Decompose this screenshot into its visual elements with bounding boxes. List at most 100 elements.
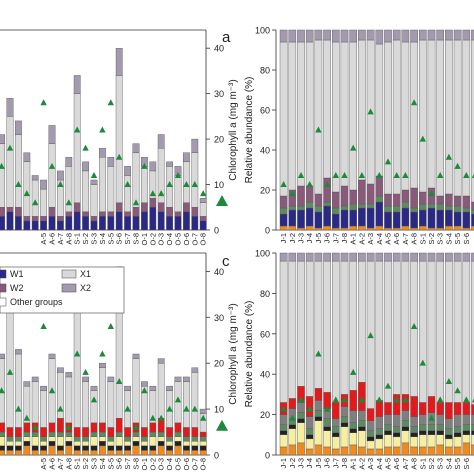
bar-segment-x2 xyxy=(332,29,340,43)
bar-segment-x2 xyxy=(23,381,31,387)
bar-segment-dark xyxy=(462,430,471,436)
x-tick-label: A-7 xyxy=(56,458,65,470)
bar-segment-orange xyxy=(82,450,90,456)
x-tick-label: S-4 xyxy=(444,233,453,245)
bar-segment-red xyxy=(48,422,56,433)
bar-segment-x2 xyxy=(419,29,427,41)
y2-tick-label: 10 xyxy=(214,180,224,190)
bar-segment-orange xyxy=(427,446,436,456)
bar-segment-x1 xyxy=(305,41,314,187)
bar-segment-w1 xyxy=(48,216,56,231)
x-tick-label: J-4 xyxy=(305,458,314,468)
bar-segment-orange xyxy=(65,445,73,456)
x-tick-label: S-6 xyxy=(115,458,124,470)
bar-segment-x1 xyxy=(436,260,445,403)
bar-segment-x1 xyxy=(279,41,288,197)
bar-segment-x1 xyxy=(191,152,199,208)
bar-segment-x1 xyxy=(90,184,98,217)
x-tick-label: A-1 xyxy=(349,458,358,470)
bar-segment-orange xyxy=(31,450,39,456)
bar-segment-x2 xyxy=(199,197,207,203)
bar-segment-dark xyxy=(288,424,297,429)
x-tick-label: A-3 xyxy=(366,233,375,245)
bar-segment-orange xyxy=(0,450,6,456)
x-tick-label: A-8 xyxy=(410,458,419,470)
bar-segment-dark xyxy=(375,434,384,440)
bar-segment-w2 xyxy=(419,191,427,205)
bar-segment-w2 xyxy=(445,193,453,207)
bar-segment-dark xyxy=(358,426,366,431)
bar-segment-w2 xyxy=(453,195,462,207)
bar-segment-w2 xyxy=(375,175,384,197)
bar-segment-x2 xyxy=(174,376,182,382)
bar-segment-gray xyxy=(462,414,471,425)
bar-segment-green xyxy=(279,207,288,215)
bar-segment-x1 xyxy=(305,260,314,397)
chlorophyll-marker xyxy=(323,181,331,188)
bar-segment-green xyxy=(149,431,157,437)
bar-segment-green xyxy=(98,431,106,437)
bar-segment-x1 xyxy=(98,367,106,424)
bar-segment-x2 xyxy=(140,381,148,387)
bar-segment-x2 xyxy=(427,252,436,262)
bar-segment-x2 xyxy=(462,252,471,262)
bar-segment-x1 xyxy=(132,152,140,208)
bar-segment-dark xyxy=(199,445,207,451)
bar-segment-x2 xyxy=(349,29,358,43)
bar-segment-gray xyxy=(419,414,427,425)
y-tick-label: 40 xyxy=(260,370,270,380)
x-tick-label: J-8 xyxy=(340,233,349,243)
bar-segment-x2 xyxy=(157,134,165,149)
bar-segment-green xyxy=(305,201,314,209)
bar-segment-x2 xyxy=(90,179,98,185)
x-tick-label: O-7 xyxy=(190,233,199,246)
bar-segment-yellow xyxy=(107,441,115,447)
y2-tick-label: 0 xyxy=(214,451,219,461)
bar-segment-orange xyxy=(392,227,401,231)
bar-segment-red xyxy=(166,427,173,437)
bar-segment-w1 xyxy=(0,216,6,231)
bar-segment-gray xyxy=(410,416,418,427)
bar-segment-yellow xyxy=(462,434,471,444)
bar-segment-orange xyxy=(166,450,173,456)
bar-segment-green xyxy=(471,424,474,431)
bar-segment-w1 xyxy=(436,209,445,229)
x-tick-label: S-2 xyxy=(427,458,436,470)
x-tick-label: O-4 xyxy=(165,233,174,246)
chlorophyll-marker xyxy=(323,405,331,412)
x-tick-label: A-2 xyxy=(357,233,366,245)
bar-segment-x1 xyxy=(14,353,22,428)
bar-segment-red xyxy=(98,422,106,433)
x-tick-label: O-6 xyxy=(182,233,191,246)
bar-segment-dark xyxy=(82,445,90,451)
bar-segment-gray xyxy=(297,402,305,413)
chlorophyll-marker xyxy=(132,423,140,430)
bar-segment-yellow xyxy=(115,436,123,447)
bar-segment-x2 xyxy=(124,385,132,391)
bar-segment-red xyxy=(375,400,384,417)
bar-segment-green xyxy=(323,201,331,207)
bar-segment-x1 xyxy=(332,41,340,193)
bar-segment-green xyxy=(157,431,165,437)
bar-segment-orange xyxy=(436,227,445,231)
bar-segment-red xyxy=(82,427,90,437)
y-tick-label: 0 xyxy=(265,451,270,461)
chlorophyll-marker xyxy=(445,153,453,160)
bar-segment-w2 xyxy=(73,202,81,213)
chlorophyll-marker xyxy=(454,387,461,394)
legend-label: Other groups xyxy=(10,297,63,307)
bar-segment-gray xyxy=(349,410,358,423)
bar-segment-dark xyxy=(445,434,453,440)
chlorophyll-marker xyxy=(393,396,400,403)
chlorophyll-marker xyxy=(15,181,22,188)
bar-segment-green xyxy=(279,424,288,431)
bar-segment-dark xyxy=(174,441,182,447)
bar-segment-orange xyxy=(340,227,349,231)
bar-segment-orange xyxy=(305,225,314,231)
bar-segment-green xyxy=(288,205,297,211)
bar-segment-w2 xyxy=(471,201,474,211)
bar-segment-dark xyxy=(115,445,123,451)
chlorophyll-marker xyxy=(332,171,339,178)
bar-segment-yellow xyxy=(166,441,173,447)
